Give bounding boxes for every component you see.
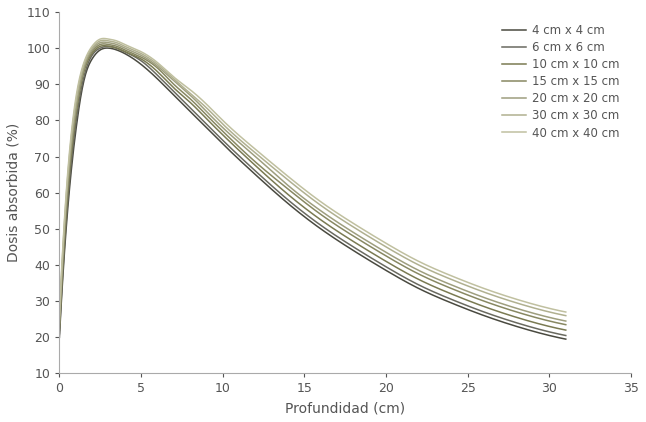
10 cm x 10 cm: [56, 327, 63, 333]
40 cm x 40 cm: [187, 87, 194, 92]
10 cm x 10 cm: [355, 242, 362, 247]
20 cm x 20 cm: [437, 278, 445, 283]
6 cm x 6 cm: [56, 331, 63, 336]
4 cm x 4 cm: [562, 337, 570, 342]
10 cm x 10 cm: [286, 193, 293, 198]
30 cm x 30 cm: [437, 273, 445, 278]
40 cm x 40 cm: [56, 313, 63, 318]
Line: 10 cm x 10 cm: 10 cm x 10 cm: [59, 46, 566, 330]
4 cm x 4 cm: [355, 251, 362, 256]
6 cm x 6 cm: [437, 293, 445, 298]
4 cm x 4 cm: [437, 296, 445, 301]
20 cm x 20 cm: [187, 93, 194, 98]
4 cm x 4 cm: [146, 69, 154, 74]
6 cm x 6 cm: [355, 248, 362, 253]
4 cm x 4 cm: [187, 109, 194, 114]
Line: 6 cm x 6 cm: 6 cm x 6 cm: [59, 46, 566, 335]
20 cm x 20 cm: [286, 184, 293, 189]
Line: 40 cm x 40 cm: 40 cm x 40 cm: [59, 38, 566, 316]
15 cm x 15 cm: [99, 41, 107, 46]
15 cm x 15 cm: [286, 187, 293, 192]
10 cm x 10 cm: [187, 100, 194, 105]
Y-axis label: Dosis absorbida (%): Dosis absorbida (%): [7, 123, 21, 262]
20 cm x 20 cm: [355, 233, 362, 238]
30 cm x 30 cm: [99, 38, 107, 43]
6 cm x 6 cm: [395, 271, 402, 276]
20 cm x 20 cm: [56, 320, 63, 325]
Line: 20 cm x 20 cm: 20 cm x 20 cm: [59, 42, 566, 323]
30 cm x 30 cm: [187, 91, 194, 96]
40 cm x 40 cm: [355, 224, 362, 229]
30 cm x 30 cm: [355, 228, 362, 233]
6 cm x 6 cm: [187, 106, 194, 111]
10 cm x 10 cm: [395, 266, 402, 271]
20 cm x 20 cm: [99, 40, 107, 45]
40 cm x 40 cm: [146, 54, 154, 60]
30 cm x 30 cm: [146, 56, 154, 61]
4 cm x 4 cm: [103, 46, 110, 51]
6 cm x 6 cm: [146, 65, 154, 70]
15 cm x 15 cm: [56, 324, 63, 329]
4 cm x 4 cm: [56, 335, 63, 340]
15 cm x 15 cm: [437, 282, 445, 287]
10 cm x 10 cm: [562, 327, 570, 333]
20 cm x 20 cm: [146, 58, 154, 63]
10 cm x 10 cm: [99, 43, 107, 48]
30 cm x 30 cm: [286, 179, 293, 184]
4 cm x 4 cm: [395, 275, 402, 280]
Line: 30 cm x 30 cm: 30 cm x 30 cm: [59, 40, 566, 319]
15 cm x 15 cm: [395, 261, 402, 266]
4 cm x 4 cm: [286, 202, 293, 207]
20 cm x 20 cm: [395, 257, 402, 262]
6 cm x 6 cm: [562, 333, 570, 338]
40 cm x 40 cm: [286, 175, 293, 180]
6 cm x 6 cm: [105, 44, 112, 49]
15 cm x 15 cm: [562, 322, 570, 327]
10 cm x 10 cm: [146, 62, 154, 68]
30 cm x 30 cm: [56, 317, 63, 322]
20 cm x 20 cm: [562, 319, 570, 324]
15 cm x 15 cm: [355, 237, 362, 242]
X-axis label: Profundidad (cm): Profundidad (cm): [285, 401, 405, 415]
Line: 4 cm x 4 cm: 4 cm x 4 cm: [59, 48, 566, 339]
10 cm x 10 cm: [437, 287, 445, 292]
Line: 15 cm x 15 cm: 15 cm x 15 cm: [59, 44, 566, 327]
15 cm x 15 cm: [146, 60, 154, 65]
40 cm x 40 cm: [395, 248, 402, 253]
15 cm x 15 cm: [187, 97, 194, 102]
40 cm x 40 cm: [99, 36, 107, 41]
40 cm x 40 cm: [562, 309, 570, 314]
30 cm x 30 cm: [562, 313, 570, 318]
40 cm x 40 cm: [437, 269, 445, 274]
Legend: 4 cm x 4 cm, 6 cm x 6 cm, 10 cm x 10 cm, 15 cm x 15 cm, 20 cm x 20 cm, 30 cm x 3: 4 cm x 4 cm, 6 cm x 6 cm, 10 cm x 10 cm,…: [496, 18, 625, 146]
6 cm x 6 cm: [286, 198, 293, 203]
30 cm x 30 cm: [395, 252, 402, 257]
